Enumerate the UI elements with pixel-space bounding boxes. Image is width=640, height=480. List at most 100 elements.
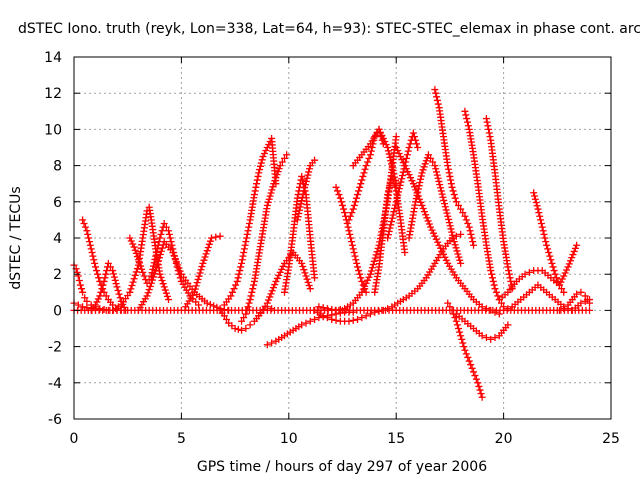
data-point bbox=[439, 250, 447, 258]
data-point bbox=[414, 188, 422, 196]
data-point bbox=[260, 150, 268, 158]
data-point bbox=[396, 153, 404, 161]
data-point bbox=[395, 150, 403, 158]
data-point bbox=[486, 133, 494, 141]
data-point bbox=[385, 150, 393, 158]
data-point bbox=[247, 292, 255, 300]
data-point bbox=[398, 171, 406, 179]
data-point bbox=[485, 129, 493, 137]
data-point bbox=[421, 160, 429, 168]
data-point bbox=[129, 278, 137, 286]
data-point bbox=[365, 154, 373, 162]
data-point bbox=[248, 288, 256, 296]
data-point bbox=[294, 213, 302, 221]
data-point bbox=[79, 216, 87, 224]
data-point bbox=[345, 317, 353, 325]
data-point bbox=[416, 178, 424, 186]
data-point bbox=[304, 171, 312, 179]
data-point bbox=[311, 315, 319, 323]
data-point bbox=[80, 220, 88, 228]
data-point bbox=[402, 165, 410, 173]
data-point bbox=[564, 263, 572, 271]
data-point bbox=[462, 216, 470, 224]
data-point bbox=[341, 209, 349, 217]
data-point bbox=[239, 252, 247, 260]
data-point bbox=[551, 270, 559, 278]
data-point bbox=[571, 244, 579, 252]
data-point bbox=[86, 241, 94, 249]
data-point bbox=[104, 259, 112, 267]
data-point bbox=[485, 125, 493, 133]
data-point bbox=[453, 321, 461, 329]
data-point bbox=[369, 261, 377, 269]
data-point bbox=[371, 254, 379, 262]
data-point bbox=[355, 267, 363, 275]
data-point bbox=[281, 154, 289, 162]
data-point bbox=[298, 197, 306, 205]
data-point bbox=[388, 160, 396, 168]
data-point bbox=[146, 282, 154, 290]
data-point bbox=[301, 181, 309, 189]
data-point bbox=[362, 162, 370, 170]
data-point bbox=[299, 263, 307, 271]
data-point bbox=[159, 280, 167, 288]
data-point bbox=[305, 168, 313, 176]
data-point bbox=[403, 151, 411, 159]
data-point bbox=[85, 234, 93, 242]
x-axis-label: GPS time / hours of day 297 of year 2006 bbox=[197, 459, 487, 475]
data-point bbox=[272, 174, 280, 182]
data-point bbox=[302, 272, 310, 280]
data-point bbox=[547, 256, 555, 264]
data-point bbox=[203, 299, 211, 307]
data-point bbox=[131, 271, 139, 279]
data-point bbox=[375, 125, 383, 133]
data-point bbox=[462, 350, 470, 358]
data-point bbox=[240, 248, 248, 256]
data-point bbox=[410, 133, 418, 141]
data-point bbox=[262, 147, 270, 155]
data-point bbox=[263, 341, 271, 349]
data-point bbox=[471, 372, 479, 380]
data-point bbox=[93, 267, 101, 275]
data-point bbox=[449, 234, 457, 242]
data-point bbox=[390, 180, 398, 188]
data-point bbox=[447, 180, 455, 188]
data-point bbox=[93, 298, 101, 306]
data-point bbox=[504, 263, 512, 271]
data-point bbox=[299, 176, 307, 184]
data-point bbox=[346, 230, 354, 238]
data-point bbox=[115, 290, 123, 298]
data-point bbox=[371, 133, 379, 141]
data-point bbox=[577, 288, 585, 296]
data-point bbox=[453, 247, 461, 255]
data-point bbox=[100, 277, 108, 285]
data-point bbox=[431, 162, 439, 170]
data-point bbox=[434, 100, 442, 108]
data-point bbox=[152, 267, 160, 275]
data-point bbox=[483, 118, 491, 126]
data-point bbox=[306, 317, 314, 325]
data-point bbox=[274, 168, 282, 176]
data-point bbox=[531, 192, 539, 200]
data-point bbox=[348, 238, 356, 246]
data-point bbox=[405, 144, 413, 151]
data-point bbox=[264, 198, 272, 206]
data-point bbox=[128, 282, 136, 290]
data-point bbox=[171, 255, 179, 263]
data-point bbox=[450, 238, 458, 246]
data-point bbox=[456, 328, 464, 336]
data-point bbox=[525, 268, 533, 276]
data-point bbox=[165, 230, 173, 238]
data-point bbox=[491, 285, 499, 293]
data-point bbox=[349, 205, 357, 213]
data-point bbox=[412, 195, 420, 203]
data-point bbox=[570, 247, 578, 255]
data-point bbox=[534, 205, 542, 213]
data-point bbox=[332, 316, 340, 324]
data-point bbox=[73, 268, 81, 276]
x-tick-label: 20 bbox=[495, 431, 513, 447]
data-point bbox=[464, 118, 472, 126]
data-point bbox=[275, 271, 283, 279]
data-point bbox=[89, 252, 97, 260]
axis-ticks bbox=[73, 56, 612, 420]
